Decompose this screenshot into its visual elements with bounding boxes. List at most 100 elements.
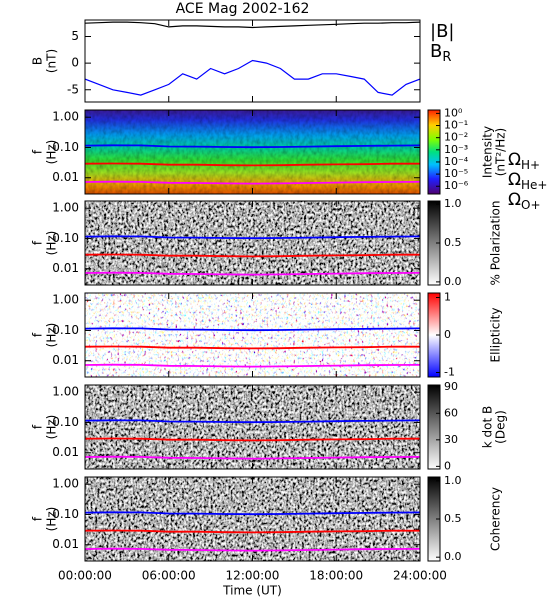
colorbar-tick-label: 1.0	[444, 197, 462, 210]
x-tick-label: 24:00:00	[393, 569, 447, 583]
colorbar-tick-label: 1	[444, 291, 451, 304]
colorbar-tick-label: 0	[444, 459, 451, 472]
x-tick-label: 00:00:00	[58, 569, 112, 583]
x-tick-label: 12:00:00	[226, 569, 280, 583]
y-axis-label: (Hz)	[45, 231, 59, 256]
y-tick-label: 1.00	[52, 201, 79, 215]
colorbar-label: (nT²/Hz)	[494, 128, 508, 176]
colorbar-tick-label: 10⁻⁴	[444, 155, 469, 168]
series-line	[85, 59, 420, 96]
y-tick-label: 0.10	[52, 140, 79, 154]
y-axis-label: (Hz)	[45, 507, 59, 532]
y-axis-label: B	[31, 57, 45, 65]
y-tick-label: 1.00	[52, 477, 79, 491]
colorbar-tick-label: 1.0	[444, 474, 462, 487]
series-line	[85, 180, 420, 185]
y-tick-label: 5	[71, 29, 79, 43]
y-axis-label: f	[31, 240, 45, 245]
y-axis-label: (Hz)	[45, 415, 59, 440]
legend-entry: BR	[430, 41, 451, 65]
x-axis-label: Time (UT)	[222, 584, 282, 598]
spectrogram-image	[85, 477, 420, 561]
colorbar	[428, 477, 440, 561]
colorbar-label: % Polarization	[489, 201, 503, 286]
y-tick-label: 0	[71, 56, 79, 70]
colorbar-tick-label: 10⁻⁵	[444, 167, 468, 180]
y-axis-label: f	[31, 332, 45, 337]
y-tick-label: 1.00	[52, 385, 79, 399]
y-tick-label: 1.00	[52, 110, 79, 124]
legend-subscript: He+	[521, 178, 547, 192]
series-line	[85, 21, 420, 29]
panel	[85, 21, 420, 96]
colorbar-tick-label: 30	[444, 433, 458, 446]
y-axis-label: (Hz)	[45, 323, 59, 348]
x-tick-label: 18:00:00	[309, 569, 363, 583]
colorbar-frame	[427, 109, 441, 195]
colorbar-label: Coherency	[489, 487, 503, 551]
series-line	[85, 345, 420, 350]
panel	[85, 201, 420, 285]
series-line	[85, 162, 420, 167]
y-tick-label: 0.01	[52, 353, 79, 367]
colorbar-tick-label: 10⁰	[444, 106, 463, 119]
colorbar-tick-label: 10⁻¹	[444, 119, 468, 132]
colorbar-tick-label: 0.5	[444, 512, 462, 525]
y-axis-label: (nT)	[45, 49, 59, 73]
colorbar-label: k dot B	[481, 406, 495, 448]
spectrogram-texture	[85, 110, 420, 194]
legend-name: |B|	[430, 21, 454, 42]
colorbar-label: Ellipticity	[489, 308, 503, 363]
series-line	[85, 437, 420, 442]
y-axis-label: f	[31, 149, 45, 154]
colorbar-tick-label: 90	[444, 380, 458, 393]
series-line	[85, 235, 420, 240]
legend-entry: ΩHe+	[508, 170, 547, 192]
y-tick-label: 0.10	[52, 507, 79, 521]
y-tick-label: -5	[67, 82, 79, 96]
legend-subscript: H+	[521, 158, 540, 172]
legend-entry: ΩO+	[508, 190, 541, 212]
y-tick-label: 0.01	[52, 537, 79, 551]
colorbar-tick-label: 0	[444, 328, 451, 341]
colorbar	[428, 385, 440, 469]
legend-name: Ω	[508, 150, 521, 170]
series-line	[85, 455, 420, 460]
colorbar-tick-label: 10⁻⁶	[444, 179, 469, 192]
colorbar-tick-label: 0.5	[444, 236, 462, 249]
y-tick-label: 0.01	[52, 445, 79, 459]
legend-subscript: O+	[521, 198, 541, 212]
colorbar-tick-label: 0.0	[444, 550, 462, 563]
series-line	[85, 253, 420, 258]
colorbar-tick-label: 0.0	[444, 275, 462, 288]
series-line	[85, 144, 420, 149]
spectrogram-image	[85, 293, 420, 377]
y-tick-label: 0.10	[52, 323, 79, 337]
series-line	[85, 547, 420, 552]
series-line	[85, 327, 420, 332]
colorbar-label: (Deg)	[494, 410, 508, 444]
y-tick-label: 0.10	[52, 415, 79, 429]
panel	[85, 110, 420, 194]
series-line	[85, 271, 420, 276]
spectrogram-image	[85, 201, 420, 285]
colorbar-frame	[427, 384, 441, 470]
y-tick-label: 1.00	[52, 293, 79, 307]
x-tick-label: 06:00:00	[142, 569, 196, 583]
legend-entry: |B|	[430, 21, 454, 42]
colorbar	[428, 293, 440, 377]
colorbar	[428, 201, 440, 285]
colorbar-tick-label: 10⁻³	[444, 143, 468, 156]
y-axis-label: f	[31, 516, 45, 521]
legend-name: Ω	[508, 170, 521, 190]
y-axis-label: f	[31, 424, 45, 429]
chart-title: ACE Mag 2002-162	[176, 1, 310, 17]
series-line	[85, 529, 420, 534]
y-axis-label: (Hz)	[45, 140, 59, 165]
series-line	[85, 363, 420, 368]
colorbar-tick-label: 10⁻²	[444, 131, 468, 144]
colorbar-tick-label: -1	[444, 366, 455, 379]
panel	[85, 293, 420, 377]
